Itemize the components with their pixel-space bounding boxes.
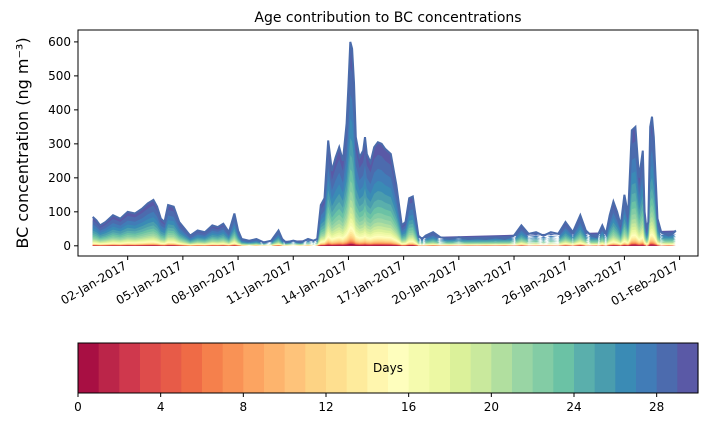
colorbar-frame [77, 342, 699, 394]
colorbar-tick-label: 12 [318, 400, 333, 414]
colorbar-cell [429, 343, 451, 393]
colorbar-tick-label: 0 [74, 400, 82, 414]
colorbar-tick-label: 24 [566, 400, 581, 414]
y-tick-label: 200 [48, 171, 71, 185]
y-tick-label: 400 [48, 103, 71, 117]
colorbar-cell [98, 343, 120, 393]
colorbar-cell [450, 343, 472, 393]
y-tick-label: 100 [48, 205, 71, 219]
colorbar-cell [78, 343, 100, 393]
age-bands [92, 41, 676, 246]
colorbar-ticks: 0 4 8 12 16 20 24 28 [74, 393, 664, 414]
colorbar-cell [574, 343, 596, 393]
colorbar-cell [636, 343, 658, 393]
x-axis: 02-Jan-201705-Jan-201708-Jan-201711-Jan-… [58, 256, 681, 308]
colorbar-cell [615, 343, 637, 393]
colorbar-cell [119, 343, 141, 393]
plot-area [92, 41, 677, 246]
y-tick-label: 600 [48, 35, 71, 49]
colorbar-cell [284, 343, 306, 393]
y-tick-label: 500 [48, 69, 71, 83]
colorbar: Days 0 4 8 12 16 20 24 28 [74, 342, 699, 414]
colorbar-cell [326, 343, 348, 393]
colorbar-cell [532, 343, 554, 393]
y-tick-label: 300 [48, 137, 71, 151]
chart-title: Age contribution to BC concentrations [254, 10, 521, 26]
colorbar-cell [346, 343, 368, 393]
colorbar-cell [594, 343, 616, 393]
total-concentration-line [92, 41, 677, 244]
colorbar-cell [160, 343, 182, 393]
colorbar-cell [512, 343, 534, 393]
y-axis: 0 100 200 300 400 500 600 [48, 35, 78, 253]
age-band [92, 244, 676, 246]
plot-frame [77, 29, 699, 257]
colorbar-cell [140, 343, 162, 393]
colorbar-cell [243, 343, 265, 393]
colorbar-cells [78, 343, 699, 393]
colorbar-cell [553, 343, 575, 393]
y-tick-label: 0 [63, 239, 71, 253]
colorbar-cell [388, 343, 410, 393]
colorbar-tick-label: 28 [649, 400, 664, 414]
y-axis-label: BC concentration (ng m⁻³) [13, 37, 32, 248]
colorbar-cell [367, 343, 389, 393]
colorbar-cell [305, 343, 327, 393]
colorbar-cell [202, 343, 224, 393]
colorbar-tick-label: 4 [157, 400, 165, 414]
colorbar-cell [408, 343, 430, 393]
colorbar-cell [656, 343, 678, 393]
colorbar-tick-label: 20 [484, 400, 499, 414]
colorbar-tick-label: 8 [240, 400, 248, 414]
colorbar-cell [222, 343, 244, 393]
colorbar-label: Days [373, 361, 403, 375]
age-band [92, 244, 676, 246]
colorbar-cell [677, 343, 699, 393]
colorbar-cell [491, 343, 513, 393]
colorbar-cell [470, 343, 492, 393]
colorbar-cell [264, 343, 286, 393]
colorbar-tick-label: 16 [401, 400, 416, 414]
colorbar-cell [181, 343, 203, 393]
